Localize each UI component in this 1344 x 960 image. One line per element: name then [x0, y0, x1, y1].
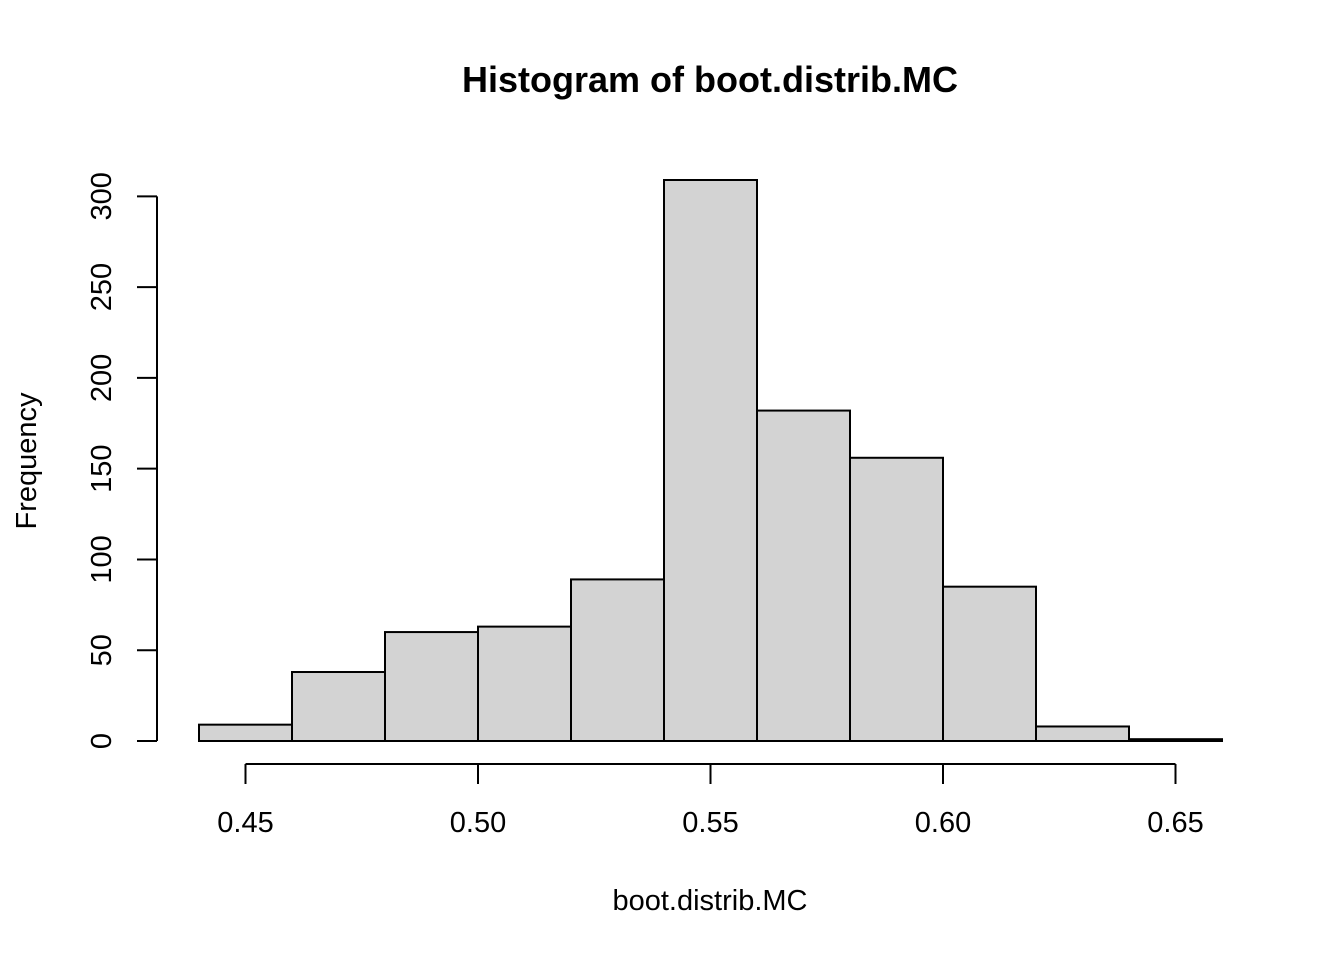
- y-axis-label: Frequency: [11, 392, 43, 530]
- histogram-bar-2: [384, 631, 479, 742]
- y-tick-label: 100: [86, 535, 118, 583]
- x-tick-label: 0.50: [450, 807, 506, 839]
- histogram-bar-10: [1128, 738, 1223, 742]
- histogram-bar-9: [1035, 725, 1130, 742]
- y-tick-label: 200: [86, 354, 118, 402]
- histogram-bar-1: [291, 671, 386, 742]
- histogram-bar-4: [570, 578, 665, 742]
- y-tick-label: 300: [86, 172, 118, 220]
- x-tick-label: 0.55: [682, 807, 738, 839]
- x-axis: 0.45 0.50 0.55 0.60 0.65: [217, 763, 1204, 839]
- y-tick-label: 0: [86, 733, 118, 749]
- x-tick-label: 0.60: [915, 807, 971, 839]
- y-axis: 0 50 100 150 200 250 300: [86, 172, 158, 749]
- histogram-bars: [198, 179, 1223, 743]
- chart-title: Histogram of boot.distrib.MC: [462, 59, 958, 100]
- y-tick-label: 50: [86, 634, 118, 666]
- y-tick-label: 150: [86, 444, 118, 492]
- y-tick-label: 250: [86, 263, 118, 311]
- histogram-bar-5: [663, 179, 758, 742]
- x-tick-label: 0.45: [217, 807, 273, 839]
- histogram-bar-3: [477, 625, 572, 742]
- histogram-bar-0: [198, 723, 293, 743]
- histogram-bar-6: [756, 409, 851, 742]
- histogram-bar-7: [849, 456, 944, 742]
- histogram-bar-8: [942, 585, 1037, 743]
- x-axis-label: boot.distrib.MC: [612, 885, 807, 917]
- x-tick-label: 0.65: [1147, 807, 1203, 839]
